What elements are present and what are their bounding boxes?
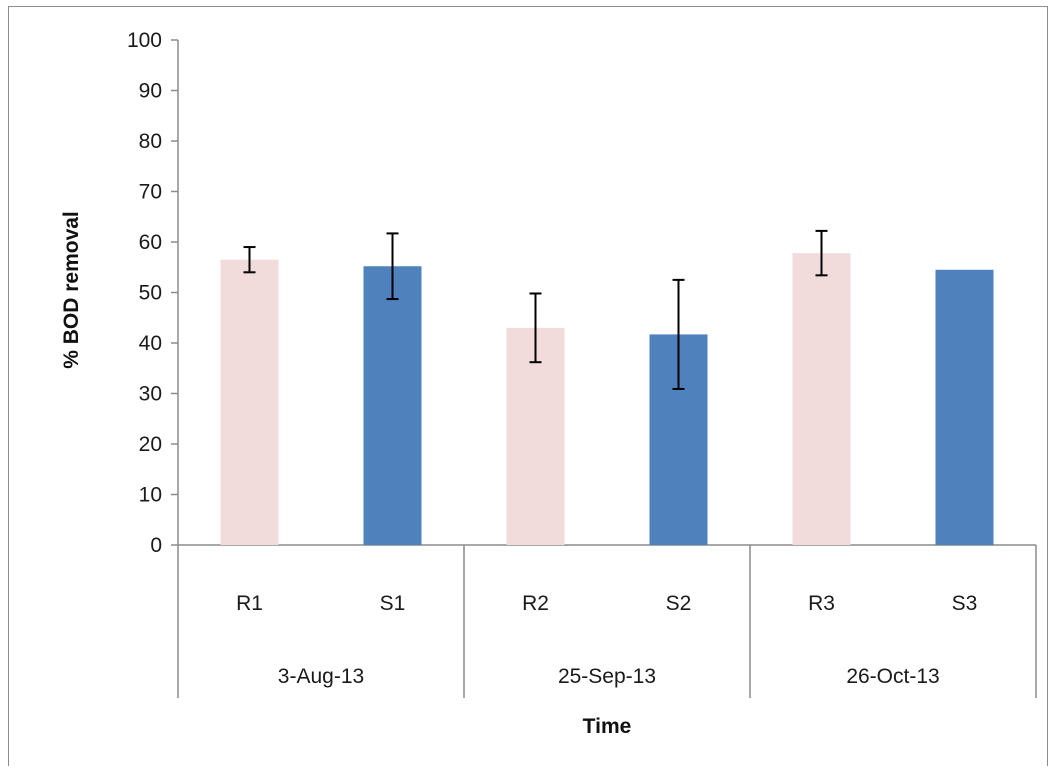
plot-area: 0 10 20 30 40 50 60 70 80 90 100 R1 S1 R2 S2 R3 S3 3-Aug-… (127, 29, 1037, 698)
y-tick-label: 40 (139, 332, 162, 355)
bar-s3 (935, 269, 994, 545)
y-tick-label: 0 (150, 534, 162, 557)
y-tick-label: 100 (127, 29, 162, 52)
group-label: 25-Sep-13 (558, 665, 656, 688)
bar-r1 (220, 259, 279, 545)
bar-r2 (506, 327, 565, 545)
y-tick-label: 80 (139, 130, 162, 153)
y-tick-label: 50 (139, 282, 162, 305)
x-axis-title: Time (583, 715, 632, 738)
category-label: R1 (236, 592, 263, 615)
category-label: S2 (666, 592, 692, 615)
y-tick-label: 70 (139, 181, 162, 204)
y-tick-label: 60 (139, 231, 162, 254)
bar-r3 (792, 253, 851, 546)
bar-s1 (363, 266, 422, 545)
category-label: S1 (380, 592, 406, 615)
y-tick-label: 90 (139, 80, 162, 103)
group-label: 3-Aug-13 (278, 665, 364, 688)
y-tick-label: 10 (139, 484, 162, 507)
y-axis-title: % BOD removal (60, 211, 83, 369)
y-tick-label: 20 (139, 433, 162, 456)
category-label: R3 (808, 592, 835, 615)
category-label: R2 (522, 592, 549, 615)
category-label: S3 (952, 592, 978, 615)
group-label: 26-Oct-13 (846, 665, 939, 688)
y-tick-label: 30 (139, 383, 162, 406)
